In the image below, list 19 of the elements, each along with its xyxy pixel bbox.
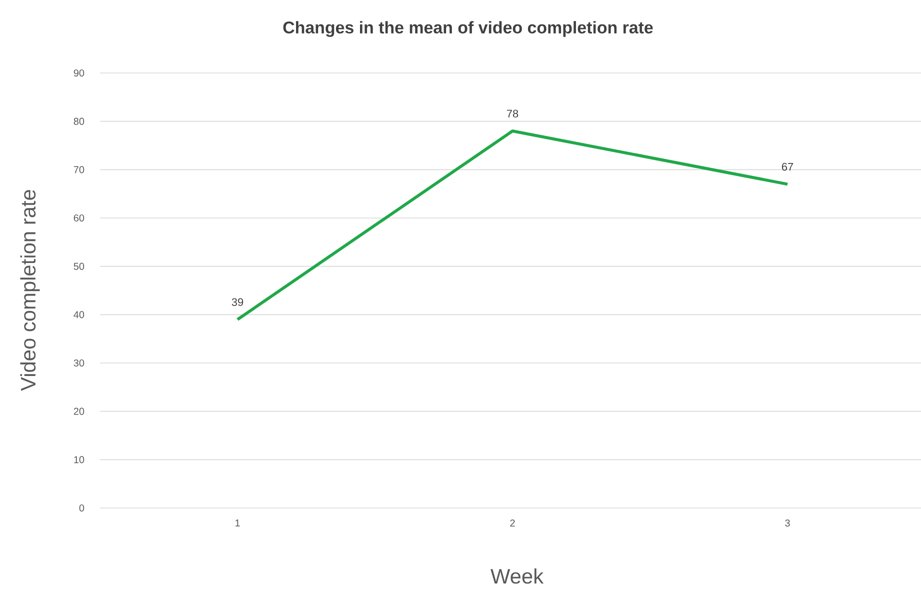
y-tick-label: 10	[74, 456, 84, 464]
data-label: 78	[506, 110, 518, 118]
y-tick-label: 40	[74, 311, 84, 318]
x-tick-label: 2	[510, 520, 515, 526]
y-tick-label: 80	[74, 118, 84, 125]
y-tick-label: 30	[74, 359, 84, 367]
y-tick-label: 60	[74, 214, 84, 222]
y-tick-label: 90	[74, 69, 84, 77]
x-tick-label: 1	[236, 520, 240, 526]
y-tick-label: 70	[74, 166, 84, 174]
y-axis-title: Video completion rate	[20, 190, 40, 391]
data-label: 39	[232, 298, 244, 306]
x-tick-label: 3	[785, 520, 790, 527]
chart-title: Changes in the mean of video completion rate	[283, 21, 653, 37]
x-axis-title: Week	[490, 568, 544, 584]
data-label: 67	[782, 162, 794, 171]
y-tick-label: 20	[74, 408, 84, 415]
y-tick-label: 50	[74, 262, 84, 270]
y-tick-label: 0	[79, 504, 84, 512]
